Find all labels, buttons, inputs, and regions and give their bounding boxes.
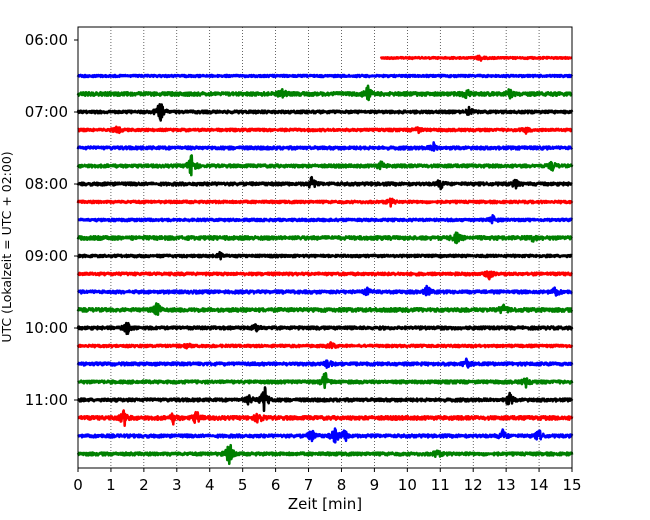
trace-0845: [77, 250, 573, 261]
trace-1045: [76, 386, 574, 413]
x-tick-label: 7: [304, 476, 314, 494]
trace-0600: [379, 54, 573, 62]
x-tick-label: 14: [530, 476, 549, 494]
y-tick-label: 06:00: [25, 31, 68, 49]
y-tick-label: 11:00: [25, 391, 68, 409]
x-axis-ticks: 0 1 2 3 4 5 6 7 8 9 10 11 12 13 14 15: [73, 468, 582, 494]
y-tick-label: 08:00: [25, 175, 68, 193]
x-tick-label: 2: [139, 476, 149, 494]
y-tick-label: 09:00: [25, 247, 68, 265]
x-tick-label: 8: [337, 476, 347, 494]
x-tick-label: 5: [238, 476, 248, 494]
trace-1130: [76, 443, 574, 466]
trace-1000: [76, 341, 574, 350]
x-tick-label: 11: [431, 476, 450, 494]
x-tick-label: 13: [497, 476, 516, 494]
x-tick-label: 15: [562, 476, 581, 494]
trace-1115: [76, 427, 574, 444]
trace-0800: [76, 197, 574, 208]
x-tick-label: 6: [271, 476, 281, 494]
trace-0930: [76, 302, 573, 316]
trace-0830: [76, 231, 573, 245]
trace-0645: [76, 102, 574, 122]
trace-0815: [77, 214, 574, 225]
x-tick-label: 1: [106, 476, 116, 494]
y-tick-label: 10:00: [25, 319, 68, 337]
x-tick-label: 10: [398, 476, 417, 494]
trace-1015: [76, 357, 574, 370]
trace-0945: [76, 321, 574, 336]
trace-0745: [76, 175, 573, 191]
y-axis-ticks: 06:00 07:00 08:00 09:00 10:00 11:00: [25, 31, 78, 409]
trace-1030: [77, 371, 574, 390]
trace-0730: [76, 154, 574, 177]
trace-0915: [77, 284, 573, 297]
y-axis-label: UTC (Lokalzeit = UTC + 02:00): [0, 151, 14, 342]
x-tick-label: 9: [370, 476, 380, 494]
plot-frame: [77, 26, 573, 469]
x-tick-label: 12: [464, 476, 483, 494]
x-axis-label: Zeit [min]: [288, 495, 362, 513]
y-tick-label: 07:00: [25, 103, 68, 121]
trace-0715: [76, 141, 574, 152]
x-tick-label: 0: [73, 476, 83, 494]
x-tick-label: 4: [205, 476, 215, 494]
trace-0900: [76, 270, 573, 281]
trace-0700: [77, 125, 573, 135]
x-tick-label: 3: [172, 476, 182, 494]
trace-0615: [76, 73, 574, 79]
trace-0630: [76, 84, 573, 102]
seismogram-traces: [76, 54, 574, 466]
trace-1100: [77, 409, 574, 427]
